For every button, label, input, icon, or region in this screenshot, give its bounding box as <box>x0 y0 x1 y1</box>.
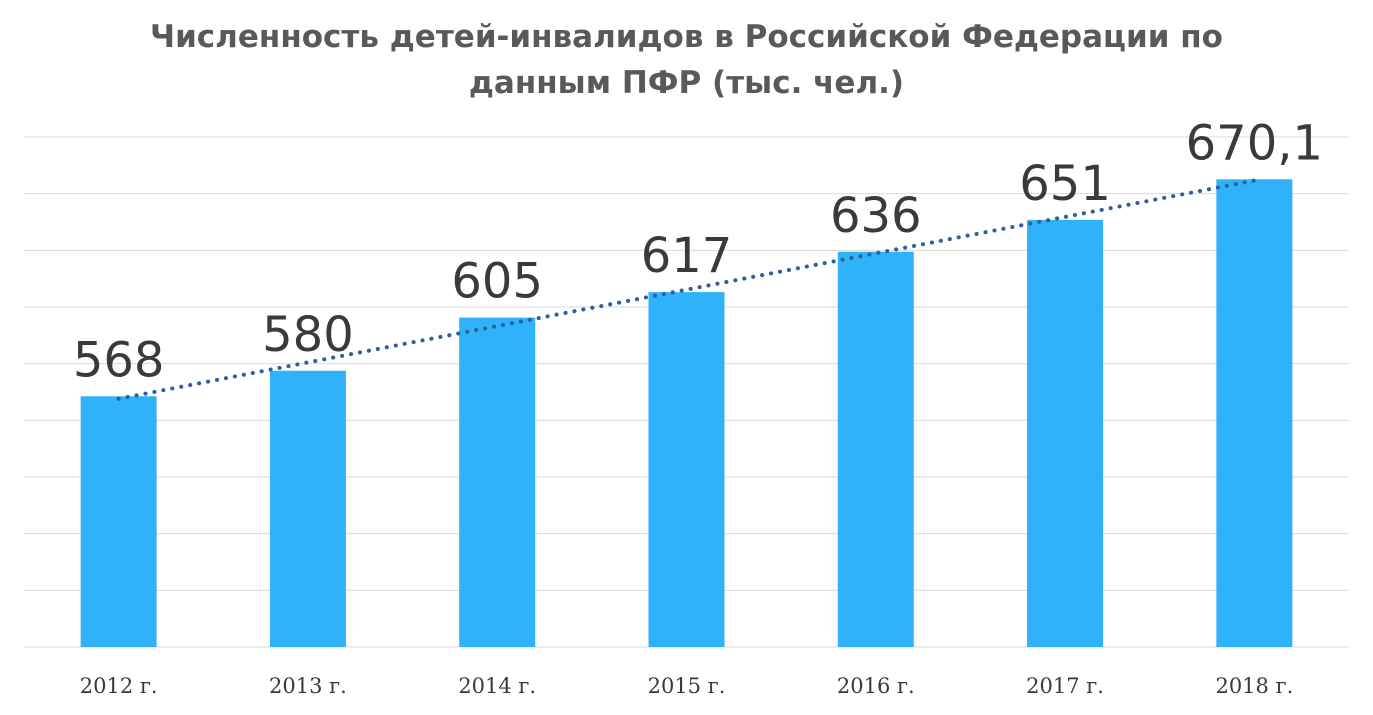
data-label: 636 <box>830 188 922 244</box>
chart-title-line-2: данным ПФР (тыс. чел.) <box>468 65 905 101</box>
bar <box>648 292 725 647</box>
bar <box>1216 179 1293 647</box>
bar <box>80 396 157 647</box>
data-label: 568 <box>73 332 165 388</box>
x-tick-label: 2012 г. <box>80 674 158 698</box>
x-axis: 2012 г. 2013 г. 2014 г. 2015 г. 2016 г. 2017 … <box>80 674 1294 698</box>
data-label: 580 <box>262 307 354 363</box>
x-tick-label: 2013 г. <box>269 674 347 698</box>
trendline-layer <box>116 178 1257 401</box>
bar <box>459 317 536 647</box>
bar <box>269 370 346 647</box>
data-labels: 568 580 605 617 636 651 670,1 <box>73 115 1323 388</box>
bar <box>837 251 914 647</box>
x-tick-label: 2015 г. <box>648 674 726 698</box>
bars <box>80 179 1293 647</box>
data-label: 670,1 <box>1186 115 1323 171</box>
chart-title-line-1: Численность детей-инвалидов в Российской… <box>150 19 1223 55</box>
chart-title: Численность детей-инвалидов в Российской… <box>60 14 1313 106</box>
data-label: 605 <box>451 254 543 310</box>
x-tick-label: 2018 г. <box>1215 674 1293 698</box>
trendline <box>116 178 1257 401</box>
x-tick-label: 2016 г. <box>837 674 915 698</box>
data-label: 617 <box>641 228 733 284</box>
data-label: 651 <box>1019 156 1111 212</box>
x-tick-label: 2017 г. <box>1026 674 1104 698</box>
x-tick-label: 2014 г. <box>458 674 536 698</box>
bar <box>1027 219 1104 647</box>
